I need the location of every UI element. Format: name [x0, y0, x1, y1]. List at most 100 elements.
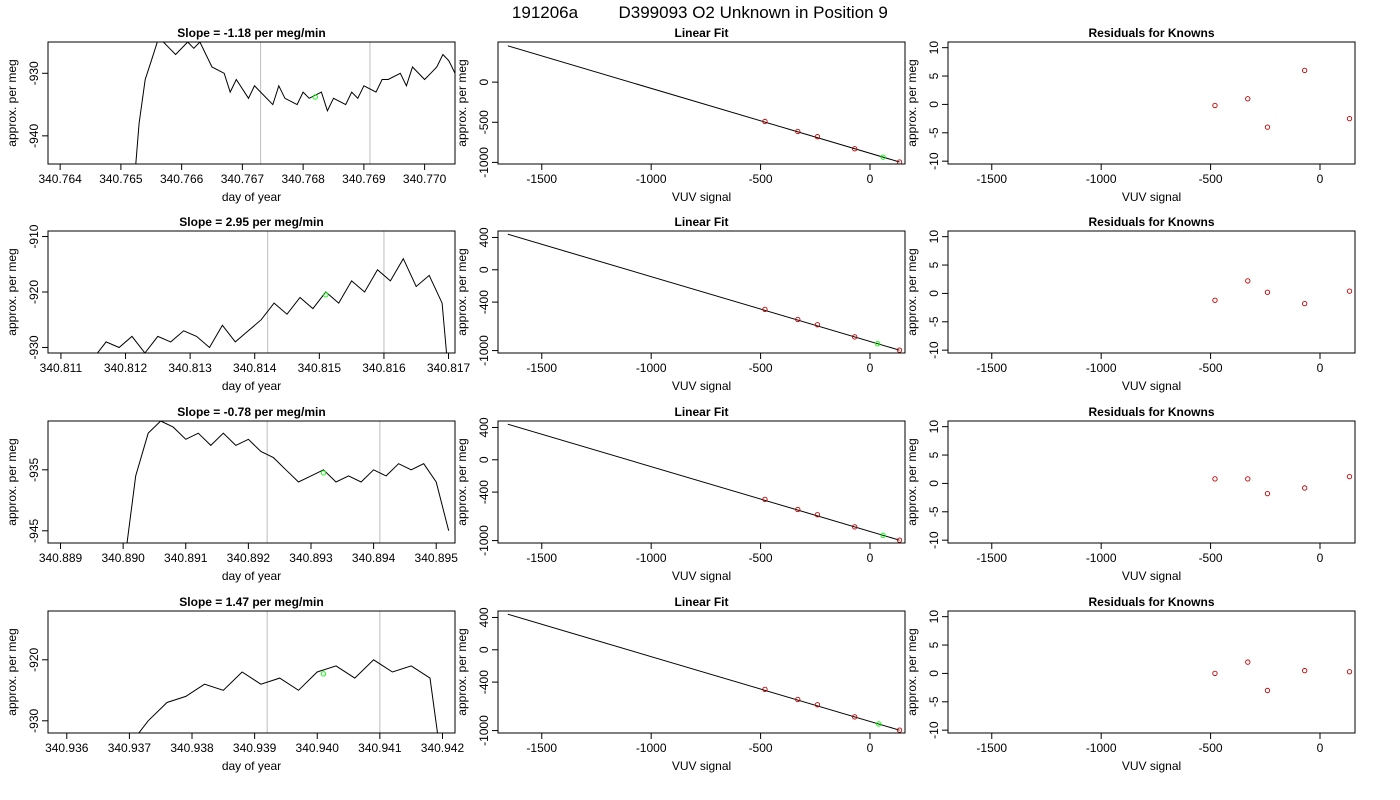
panel-2: Linear Fit VUV signal approx. per meg -1500… — [455, 26, 906, 204]
x-tick-label: 340.890 — [101, 551, 145, 565]
y-tick-label: 0 — [477, 78, 491, 85]
known-point — [795, 128, 801, 135]
panel-title: Linear Fit — [674, 215, 728, 229]
panel-title: Linear Fit — [674, 26, 728, 40]
known-point — [1212, 297, 1218, 303]
x-tick-label: -1500 — [526, 551, 557, 565]
x-tick-label: -500 — [749, 551, 773, 565]
y-tick-label: -920 — [27, 647, 41, 671]
known-point — [814, 134, 821, 140]
plot-frame — [947, 610, 1356, 734]
known-point — [814, 322, 821, 328]
unknown-point — [880, 532, 886, 538]
plot-area — [507, 45, 903, 164]
known-point — [852, 146, 858, 152]
known-point — [814, 512, 821, 518]
panel-7: Slope = -0.78 per meg/min day of year appr… — [5, 405, 458, 583]
x-tick-label: 0 — [867, 172, 874, 186]
x-tick-label: -1500 — [526, 361, 557, 375]
y-tick-label: 0 — [927, 101, 941, 108]
plot-area — [135, 42, 455, 164]
known-point — [1245, 476, 1251, 482]
x-tick-label: -1000 — [1086, 551, 1117, 565]
y-tick-label: 5 — [927, 261, 941, 268]
x-tick-label: 340.939 — [233, 741, 277, 755]
x-tick-label: 0 — [1317, 741, 1324, 755]
known-point — [762, 306, 768, 313]
y-tick-label: -1000 — [477, 525, 491, 556]
x-tick-label: 0 — [1317, 361, 1324, 375]
x-tick-label: 340.891 — [164, 551, 208, 565]
plot-frame — [497, 610, 906, 734]
x-axis-label: VUV signal — [672, 379, 731, 393]
x-tick-label: -1000 — [636, 741, 667, 755]
panel-10: Slope = 1.47 per meg/min day of year appro… — [5, 595, 464, 773]
signal-trace — [96, 257, 448, 353]
x-tick-label: 340.768 — [281, 172, 325, 186]
y-tick-label: 5 — [927, 451, 941, 458]
x-tick-label: 340.941 — [358, 741, 402, 755]
x-tick-label: 0 — [867, 741, 874, 755]
x-tick-label: 340.812 — [104, 361, 148, 375]
figure-title-position: O2 Unknown in Position 9 — [692, 3, 888, 22]
y-tick-label: -935 — [27, 457, 41, 481]
x-tick-label: 340.889 — [39, 551, 83, 565]
plot-area — [1212, 473, 1353, 497]
y-tick-label: -940 — [27, 124, 41, 148]
known-point — [762, 118, 768, 125]
known-point — [852, 714, 858, 720]
x-tick-label: 340.892 — [227, 551, 271, 565]
y-axis-label: approx. per meg — [905, 628, 919, 715]
y-tick-label: -920 — [27, 280, 41, 304]
y-axis-label: approx. per meg — [905, 248, 919, 335]
x-axis-label: VUV signal — [1122, 379, 1181, 393]
y-tick-label: -400 — [477, 290, 491, 314]
panel-6: Residuals for Knowns VUV signal approx. pe… — [905, 215, 1356, 393]
panel-title: Slope = 2.95 per meg/min — [179, 215, 323, 229]
x-tick-label: -500 — [749, 361, 773, 375]
y-tick-label: 0 — [477, 646, 491, 653]
panel-8: Linear Fit VUV signal approx. per meg -1500… — [455, 405, 906, 583]
y-tick-label: -400 — [477, 480, 491, 504]
x-tick-label: 340.765 — [99, 172, 143, 186]
signal-trace — [135, 42, 455, 164]
known-point — [1212, 670, 1218, 677]
x-tick-label: 0 — [867, 361, 874, 375]
unknown-point — [876, 721, 882, 727]
y-tick-label: 10 — [927, 230, 941, 244]
x-tick-label: 340.766 — [160, 172, 204, 186]
x-axis-label: VUV signal — [1122, 759, 1181, 773]
known-point — [896, 347, 903, 353]
plot-frame — [47, 420, 456, 544]
y-axis-label: approx. per meg — [905, 438, 919, 525]
panel-title: Residuals for Knowns — [1088, 405, 1214, 419]
x-tick-label: -1500 — [526, 172, 557, 186]
y-tick-label: -930 — [27, 708, 41, 732]
x-tick-label: 340.767 — [221, 172, 265, 186]
x-tick-label: 340.813 — [168, 361, 212, 375]
panel-title: Slope = -0.78 per meg/min — [177, 405, 325, 419]
unknown-point — [880, 154, 886, 160]
x-tick-label: -1000 — [636, 361, 667, 375]
x-tick-label: -1500 — [526, 741, 557, 755]
x-tick-label: 340.895 — [415, 551, 459, 565]
y-tick-label: -500 — [477, 110, 491, 134]
y-tick-label: 0 — [927, 290, 941, 297]
y-axis-label: approx. per meg — [5, 628, 19, 715]
figure-title-run: 191206a — [512, 3, 579, 22]
plot-frame — [47, 230, 456, 354]
plot-frame — [497, 230, 906, 354]
y-tick-label: -945 — [27, 518, 41, 542]
y-tick-label: 400 — [477, 607, 491, 627]
x-tick-label: 340.764 — [38, 172, 82, 186]
fit-line — [507, 45, 900, 163]
y-tick-label: 0 — [927, 480, 941, 487]
x-tick-label: -500 — [1199, 551, 1223, 565]
unknown-point — [320, 470, 327, 476]
figure-title-tank: D399093 — [618, 3, 687, 22]
y-tick-label: -910 — [27, 224, 41, 248]
panel-11: Linear Fit VUV signal approx. per meg -1500… — [455, 595, 906, 773]
x-tick-label: 340.938 — [170, 741, 214, 755]
known-point — [1302, 67, 1308, 74]
